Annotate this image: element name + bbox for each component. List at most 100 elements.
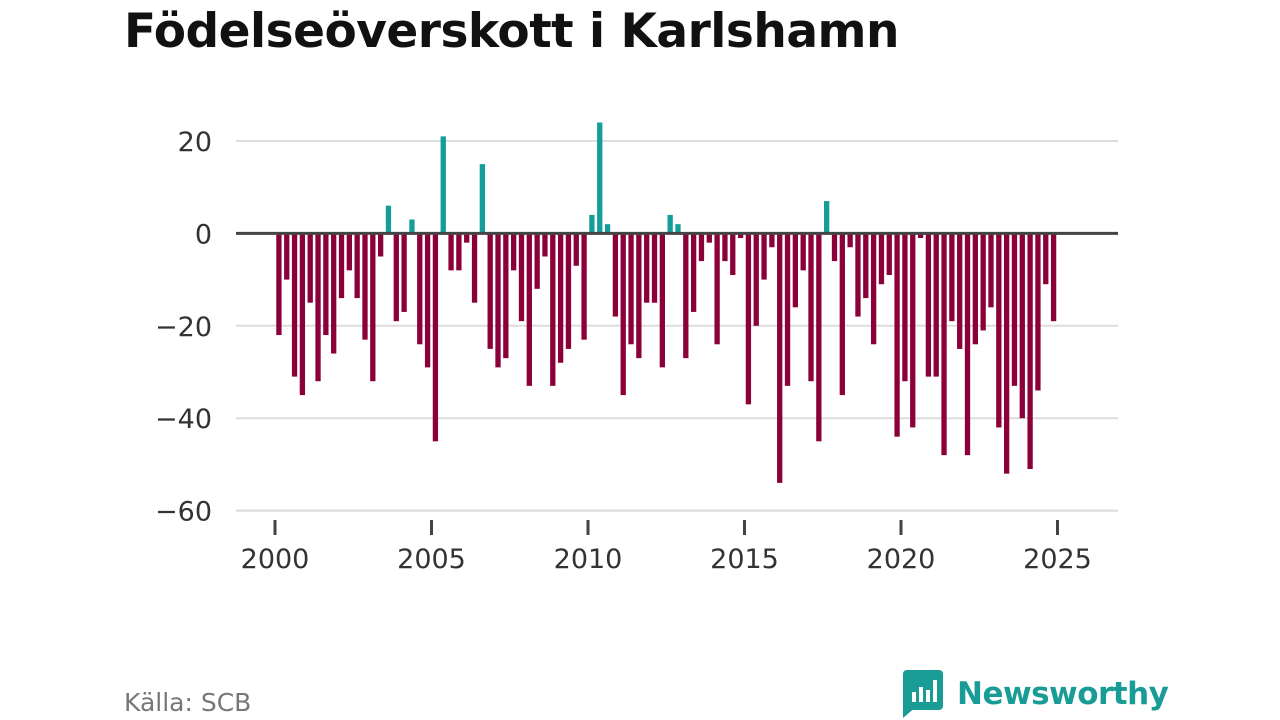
bar (816, 233, 822, 442)
y-tick-label: −20 (155, 312, 212, 343)
bar (370, 233, 376, 382)
bar (808, 233, 814, 382)
x-tick-label: 2025 (1023, 544, 1092, 575)
x-tick-label: 2005 (397, 544, 466, 575)
bar (620, 233, 626, 396)
bar (393, 233, 399, 322)
bar (753, 233, 759, 326)
bar (1003, 233, 1010, 474)
tick-labels: 20 0 −20 −40 −60 2000 2005 2010 2015 2020 2025 (155, 127, 1092, 575)
bar (769, 233, 775, 248)
bar (550, 233, 556, 386)
bar (714, 233, 720, 345)
bar (863, 233, 869, 299)
source-note: Källa: SCB (124, 688, 252, 717)
bar (542, 233, 548, 257)
bar (284, 233, 290, 280)
bar (831, 233, 838, 262)
bar (675, 224, 681, 234)
bar (644, 233, 650, 303)
bar (464, 233, 470, 243)
bar (377, 233, 384, 257)
y-tick-label: 20 (178, 127, 212, 158)
bar (471, 233, 478, 303)
bar (745, 233, 752, 405)
bar (870, 233, 877, 345)
bar (565, 233, 572, 349)
bar (1035, 233, 1041, 391)
chart-title: Födelseöverskott i Karlshamn (124, 4, 900, 59)
y-tick-label: −40 (155, 404, 212, 435)
bar (518, 233, 525, 322)
bar (401, 233, 407, 312)
bar (1019, 233, 1025, 419)
bar (589, 214, 595, 234)
y-tick-label: 0 (195, 219, 212, 250)
bar (894, 233, 900, 437)
bar (299, 233, 306, 396)
bar (980, 233, 986, 331)
bar (949, 233, 955, 322)
bar (761, 233, 767, 280)
bar (737, 233, 744, 239)
bar (925, 233, 932, 377)
bar (315, 233, 321, 382)
bar (933, 233, 939, 377)
bar (291, 233, 298, 377)
bar (941, 233, 947, 456)
bar (276, 233, 282, 336)
bar (424, 233, 431, 368)
bar (417, 233, 423, 345)
bar (792, 233, 799, 308)
bar (511, 233, 517, 271)
bar (573, 233, 579, 266)
x-tick-label: 2010 (554, 544, 623, 575)
bar (526, 233, 532, 386)
bar (800, 233, 806, 271)
bar (659, 233, 665, 368)
bar (581, 233, 587, 340)
bar (1011, 233, 1018, 386)
bar (683, 233, 689, 359)
bar (972, 233, 978, 345)
bar (839, 233, 845, 396)
bar (690, 233, 697, 312)
bar (902, 233, 908, 382)
bar (651, 233, 658, 303)
bar (307, 233, 313, 303)
bar (557, 233, 564, 363)
bar (910, 233, 916, 428)
bar (824, 201, 830, 234)
bar (385, 205, 392, 234)
bar (855, 233, 861, 317)
bar (957, 233, 963, 349)
bar (722, 233, 728, 262)
bar (456, 233, 462, 271)
bar (847, 233, 853, 248)
bar (331, 233, 337, 354)
bar (878, 233, 885, 285)
bar (440, 136, 446, 234)
bar (534, 233, 540, 289)
bar (479, 164, 486, 234)
x-tick-label: 2000 (241, 544, 310, 575)
brand-logo: Newsworthy (903, 670, 1169, 718)
x-tick-label: 2015 (710, 544, 779, 575)
bar (917, 233, 924, 239)
bar (612, 233, 619, 317)
bar (777, 233, 783, 483)
bar (1043, 233, 1049, 285)
bar (628, 233, 634, 345)
bar (698, 233, 705, 262)
bar (730, 233, 736, 275)
bar (706, 233, 712, 243)
bar (1027, 233, 1033, 470)
bar (323, 233, 329, 336)
axes (236, 231, 1118, 535)
bar (354, 233, 360, 299)
bar (964, 233, 971, 456)
bar (409, 219, 415, 234)
bar (346, 233, 352, 271)
bars (276, 122, 1057, 483)
